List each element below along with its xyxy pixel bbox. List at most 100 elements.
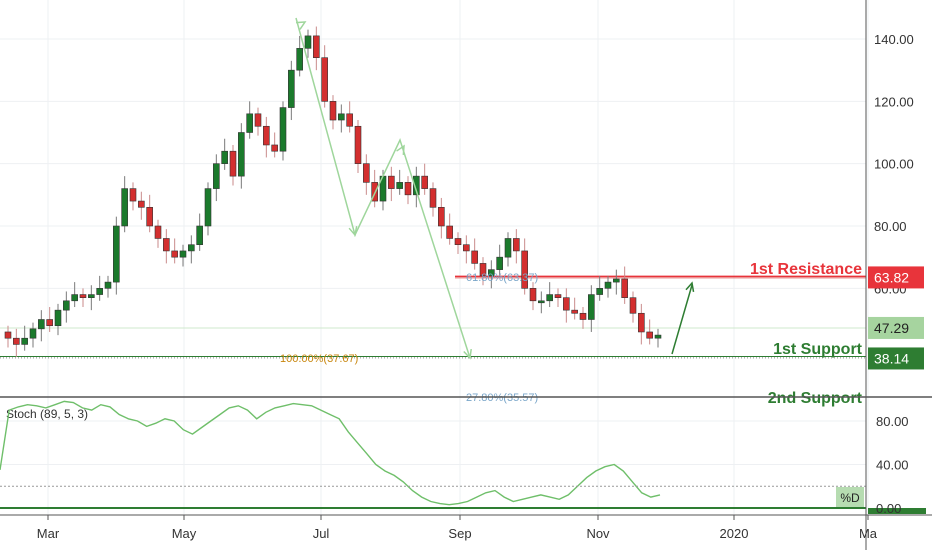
candle[interactable] bbox=[121, 176, 128, 233]
candle[interactable] bbox=[213, 154, 220, 202]
candle[interactable] bbox=[329, 95, 337, 130]
candle[interactable] bbox=[71, 282, 78, 308]
candle[interactable] bbox=[271, 132, 278, 158]
candle[interactable] bbox=[613, 269, 620, 295]
candle[interactable] bbox=[479, 257, 487, 286]
candle[interactable] bbox=[104, 275, 112, 298]
candle[interactable] bbox=[4, 325, 12, 348]
candle[interactable] bbox=[146, 194, 153, 233]
candle[interactable] bbox=[321, 45, 328, 108]
candle[interactable] bbox=[88, 285, 95, 311]
candle-body bbox=[488, 269, 495, 277]
candle[interactable] bbox=[29, 322, 37, 348]
candle-body bbox=[146, 207, 153, 227]
candle[interactable] bbox=[521, 238, 528, 295]
candle[interactable] bbox=[554, 288, 562, 308]
fib-27-label-partial: 27.80%(35.57) bbox=[466, 392, 538, 404]
price-tick-label: 80.00 bbox=[874, 219, 907, 234]
fib-61-label: 61.80%(63.37) bbox=[466, 272, 538, 284]
candle[interactable] bbox=[496, 244, 503, 276]
candle[interactable] bbox=[488, 260, 495, 289]
candle[interactable] bbox=[246, 101, 253, 139]
candle[interactable] bbox=[129, 182, 137, 211]
candle[interactable] bbox=[404, 176, 412, 205]
legend-badge: %D bbox=[836, 487, 864, 507]
candles[interactable] bbox=[4, 26, 662, 357]
candle[interactable] bbox=[421, 163, 428, 195]
candle-body bbox=[296, 48, 303, 71]
candle[interactable] bbox=[588, 285, 595, 332]
candle[interactable] bbox=[54, 303, 62, 336]
candle[interactable] bbox=[413, 166, 420, 208]
candle[interactable] bbox=[429, 182, 437, 217]
candle[interactable] bbox=[563, 288, 570, 323]
candle-body bbox=[621, 278, 628, 298]
candle[interactable] bbox=[113, 216, 120, 295]
candle[interactable] bbox=[313, 26, 320, 71]
price-tick-label: 140.00 bbox=[874, 32, 914, 47]
candle[interactable] bbox=[238, 123, 245, 189]
candle[interactable] bbox=[579, 307, 587, 329]
candle[interactable] bbox=[354, 120, 362, 174]
candle[interactable] bbox=[304, 29, 312, 58]
candle-body bbox=[629, 297, 637, 314]
candle[interactable] bbox=[138, 191, 145, 220]
candle[interactable] bbox=[288, 60, 295, 121]
candle[interactable] bbox=[79, 288, 87, 308]
candle[interactable] bbox=[546, 282, 553, 308]
candle[interactable] bbox=[254, 107, 262, 136]
candle[interactable] bbox=[363, 154, 370, 195]
candle[interactable] bbox=[504, 232, 512, 267]
candle-body bbox=[371, 182, 378, 202]
candle[interactable] bbox=[538, 291, 545, 314]
candle[interactable] bbox=[346, 101, 353, 133]
candle[interactable] bbox=[221, 138, 228, 170]
candle[interactable] bbox=[21, 325, 28, 351]
candle[interactable] bbox=[629, 291, 637, 323]
candle[interactable] bbox=[204, 182, 212, 236]
candle[interactable] bbox=[463, 235, 470, 264]
candle[interactable] bbox=[638, 303, 645, 345]
candle[interactable] bbox=[38, 310, 45, 342]
candle[interactable] bbox=[163, 229, 170, 264]
candle-body bbox=[613, 278, 620, 283]
osc-tick-label: 40.00 bbox=[876, 458, 909, 473]
candle[interactable] bbox=[646, 319, 653, 345]
legend-badge-bg bbox=[836, 487, 864, 507]
candle[interactable] bbox=[229, 144, 237, 186]
candle[interactable] bbox=[63, 291, 70, 323]
candle[interactable] bbox=[621, 266, 628, 304]
candle[interactable] bbox=[446, 213, 453, 245]
candle[interactable] bbox=[13, 328, 20, 357]
candle[interactable] bbox=[46, 307, 53, 332]
candle[interactable] bbox=[571, 297, 578, 320]
candle[interactable] bbox=[279, 101, 287, 161]
candle[interactable] bbox=[171, 238, 178, 264]
candle[interactable] bbox=[196, 213, 203, 251]
candle-body bbox=[496, 256, 503, 270]
candle[interactable] bbox=[654, 328, 662, 348]
candle[interactable] bbox=[604, 275, 612, 298]
candle[interactable] bbox=[396, 169, 403, 195]
candle[interactable] bbox=[338, 104, 345, 133]
candle[interactable] bbox=[596, 275, 603, 301]
resistance-label: 1st Resistance bbox=[750, 261, 862, 278]
candle[interactable] bbox=[529, 282, 537, 311]
candle[interactable] bbox=[263, 116, 270, 158]
candle-body bbox=[471, 250, 478, 264]
price-tick-label: 100.00 bbox=[874, 157, 914, 172]
candle[interactable] bbox=[454, 232, 462, 255]
resistance-badge-text: 63.82 bbox=[874, 269, 909, 285]
candle[interactable] bbox=[179, 244, 187, 267]
candle[interactable] bbox=[471, 238, 478, 270]
candle[interactable] bbox=[96, 275, 103, 301]
candle[interactable] bbox=[188, 235, 195, 264]
candle[interactable] bbox=[388, 166, 395, 202]
candle[interactable] bbox=[371, 169, 378, 208]
candle[interactable] bbox=[296, 35, 303, 77]
candle[interactable] bbox=[513, 229, 520, 264]
candle[interactable] bbox=[154, 219, 162, 248]
candle[interactable] bbox=[438, 197, 445, 239]
